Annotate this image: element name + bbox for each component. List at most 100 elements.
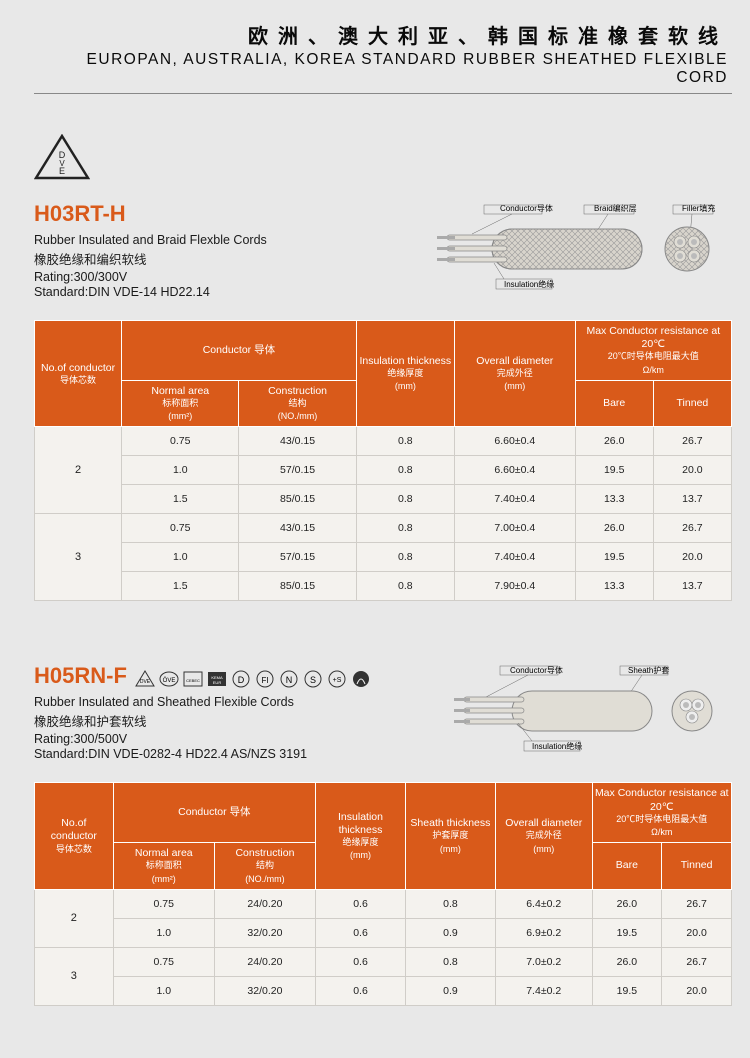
title-divider	[34, 93, 732, 94]
th2-con: Construction	[235, 847, 294, 859]
cell: 57/0.15	[239, 543, 356, 572]
svg-text:E: E	[59, 166, 65, 176]
cert-marks-row: DVE ÖVE CEBEC KEMAEUR D FI N S +S	[135, 670, 371, 688]
cell: 0.8	[356, 456, 454, 485]
th2-ins-unit: (mm)	[318, 850, 403, 861]
svg-text:EUR: EUR	[213, 680, 222, 685]
table-header-1: No.of conductor导体芯数 Conductor 导体 Insulat…	[35, 321, 732, 427]
svg-text:N: N	[286, 675, 293, 685]
th-overall-unit: (mm)	[457, 381, 573, 392]
desc-cn-2: 橡胶绝缘和护套软线	[34, 711, 371, 730]
th2-ins: Insulation thickness	[338, 811, 383, 836]
cell: 26.7	[662, 889, 732, 918]
table-row: 1.585/0.150.87.90±0.413.313.7	[35, 572, 732, 601]
th2-noof-cn: 导体芯数	[37, 844, 111, 855]
table-row: 1.032/0.200.60.96.9±0.219.520.0	[35, 918, 732, 947]
th2-tinned: Tinned	[662, 843, 732, 890]
cell: 0.8	[356, 543, 454, 572]
cell: 20.0	[653, 543, 731, 572]
th2-overall-cn: 完成外径	[498, 830, 590, 841]
desc-en-1: Rubber Insulated and Braid Flexble Cords	[34, 233, 267, 247]
desc-en-2: Rubber Insulated and Sheathed Flexible C…	[34, 695, 371, 709]
diag-insulation-label: Insulation绝缘	[504, 279, 554, 289]
cell: 85/0.15	[239, 485, 356, 514]
rating-1: Rating:300/300V	[34, 270, 267, 284]
svg-text:+S: +S	[333, 677, 342, 684]
cell: 1.5	[122, 572, 239, 601]
svg-text:FI: FI	[261, 676, 268, 685]
th2-ins-cn: 绝缘厚度	[318, 837, 403, 848]
th2-sheath: Sheath thickness	[410, 817, 490, 829]
th2-max: Max Conductor resistance at 20℃	[595, 787, 729, 812]
cell: 6.4±0.2	[495, 889, 592, 918]
cell: 20.0	[662, 918, 732, 947]
th2-con-unit: (NO./mm)	[217, 874, 313, 885]
th2-max-unit: Ω/km	[595, 827, 729, 838]
cell: 19.5	[575, 543, 653, 572]
desc-cn-1: 橡胶绝缘和编织软线	[34, 249, 267, 268]
th-ins-unit: (mm)	[359, 381, 452, 392]
cell: 6.9±0.2	[495, 918, 592, 947]
page-title-cn: 欧洲、澳大利亚、韩国标准橡套软线	[34, 20, 732, 49]
th-bare: Bare	[575, 380, 653, 427]
model-h05rn: H05RN-F	[34, 663, 127, 689]
cell: 0.8	[405, 889, 495, 918]
table-row: 1.585/0.150.87.40±0.413.313.7	[35, 485, 732, 514]
th-max-unit: Ω/km	[578, 365, 729, 376]
cell-cores: 3	[35, 514, 122, 601]
cell: 20.0	[653, 456, 731, 485]
cell: 26.0	[575, 427, 653, 456]
model-h03rt: H03RT-H	[34, 201, 267, 227]
cell: 0.8	[356, 485, 454, 514]
svg-text:ÖVE: ÖVE	[163, 677, 176, 684]
table-row: 30.7543/0.150.87.00±0.426.026.7	[35, 514, 732, 543]
cell: 0.9	[405, 976, 495, 1005]
cable-diagram-2: Conductor导体 Sheath护套 Insulation绝缘	[442, 663, 732, 753]
section-h03rt: H03RT-H Rubber Insulated and Braid Flexb…	[34, 201, 732, 601]
th-noof-cn: 导体芯数	[37, 375, 119, 386]
cell: 1.0	[113, 976, 214, 1005]
th2-overall: Overall diameter	[505, 817, 582, 829]
th-tinned: Tinned	[653, 380, 731, 427]
cell: 26.7	[653, 514, 731, 543]
cell: 0.8	[356, 427, 454, 456]
standard-1: Standard:DIN VDE-14 HD22.14	[34, 285, 267, 299]
cell: 0.8	[356, 572, 454, 601]
th2-bare: Bare	[592, 843, 662, 890]
cell: 7.00±0.4	[454, 514, 575, 543]
cell: 7.0±0.2	[495, 947, 592, 976]
table-row: 1.057/0.150.87.40±0.419.520.0	[35, 543, 732, 572]
cell: 43/0.15	[239, 427, 356, 456]
rating-2: Rating:300/500V	[34, 732, 371, 746]
svg-text:CEBEC: CEBEC	[186, 678, 200, 683]
vde-mark-icon: DVE	[34, 134, 732, 187]
cell: 26.7	[662, 947, 732, 976]
table-row: 1.057/0.150.86.60±0.419.520.0	[35, 456, 732, 485]
cell: 0.6	[316, 976, 406, 1005]
svg-text:Sheath护套: Sheath护套	[628, 665, 669, 675]
table-row: 20.7524/0.200.60.86.4±0.226.026.7	[35, 889, 732, 918]
th-conductor: Conductor 导体	[122, 321, 357, 381]
th-ins: Insulation thickness	[360, 355, 452, 367]
page-title-en: EUROPAN, AUSTRALIA, KOREA STANDARD RUBBE…	[34, 51, 732, 87]
svg-text:Conductor导体: Conductor导体	[510, 665, 563, 675]
svg-text:S: S	[310, 675, 316, 685]
cell: 26.0	[592, 889, 662, 918]
table-row: 1.032/0.200.60.97.4±0.219.520.0	[35, 976, 732, 1005]
table-h05rn: No.of conductor导体芯数 Conductor 导体 Insulat…	[34, 782, 732, 1005]
cell: 57/0.15	[239, 456, 356, 485]
th-area-cn: 标称面积	[124, 398, 236, 409]
th2-area-unit: (mm²)	[116, 874, 212, 885]
cell: 26.7	[653, 427, 731, 456]
cell: 0.9	[405, 918, 495, 947]
cell: 20.0	[662, 976, 732, 1005]
table-h03rt: No.of conductor导体芯数 Conductor 导体 Insulat…	[34, 320, 732, 601]
table-row: 20.7543/0.150.86.60±0.426.026.7	[35, 427, 732, 456]
cell: 85/0.15	[239, 572, 356, 601]
th2-area-cn: 标称面积	[116, 860, 212, 871]
diag-filler-label: Filler填充	[682, 203, 715, 213]
cell: 0.6	[316, 918, 406, 947]
cell: 13.7	[653, 485, 731, 514]
cell: 7.40±0.4	[454, 543, 575, 572]
th2-noof: No.of conductor	[51, 817, 97, 842]
